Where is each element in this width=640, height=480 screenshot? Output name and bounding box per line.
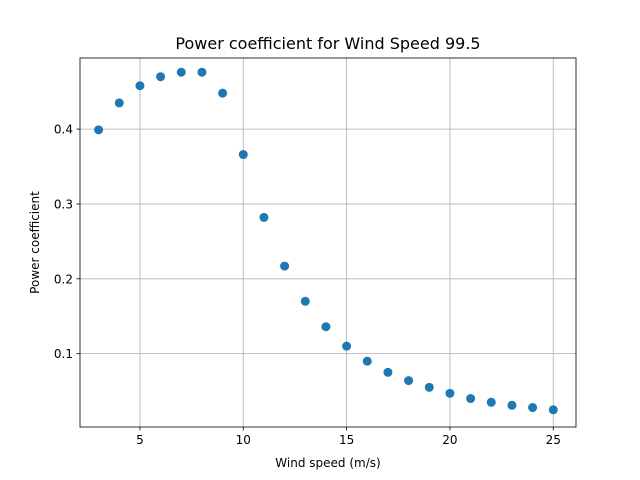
x-tick-label: 25	[546, 433, 561, 447]
data-point	[445, 388, 455, 398]
y-tick-label: 0.4	[54, 123, 73, 137]
data-point	[424, 382, 434, 392]
data-point	[528, 403, 538, 413]
data-point	[218, 88, 228, 98]
data-point	[114, 98, 124, 108]
data-point	[176, 67, 186, 77]
x-axis-label: Wind speed (m/s)	[275, 456, 380, 470]
x-tick-label: 5	[136, 433, 144, 447]
y-axis-label: Power coefficient	[28, 191, 42, 294]
data-point	[362, 356, 372, 366]
data-point	[342, 341, 352, 351]
data-points	[94, 67, 558, 415]
chart-title: Power coefficient for Wind Speed 99.5	[175, 34, 480, 53]
data-point	[156, 72, 166, 82]
plot-frame	[79, 57, 577, 428]
data-point	[321, 322, 331, 332]
data-point	[280, 261, 290, 271]
x-tick-label: 20	[442, 433, 457, 447]
data-point	[259, 212, 269, 222]
data-point	[94, 125, 104, 135]
axis-ticks: 5 10 15 20 25 0.1 0.2 0.3 0.4	[54, 123, 561, 447]
data-point	[197, 67, 207, 77]
y-tick-label: 0.3	[54, 197, 73, 211]
data-point	[300, 296, 310, 306]
data-point	[486, 397, 496, 407]
x-tick-label: 15	[339, 433, 354, 447]
data-point	[238, 150, 248, 160]
grid	[80, 58, 576, 427]
data-point	[135, 81, 145, 91]
data-point	[466, 394, 476, 404]
x-tick-label: 10	[236, 433, 251, 447]
data-point	[383, 367, 393, 377]
y-tick-label: 0.2	[54, 272, 73, 286]
data-point	[507, 400, 517, 410]
data-point	[548, 405, 558, 415]
y-tick-label: 0.1	[54, 347, 73, 361]
data-point	[404, 376, 414, 386]
